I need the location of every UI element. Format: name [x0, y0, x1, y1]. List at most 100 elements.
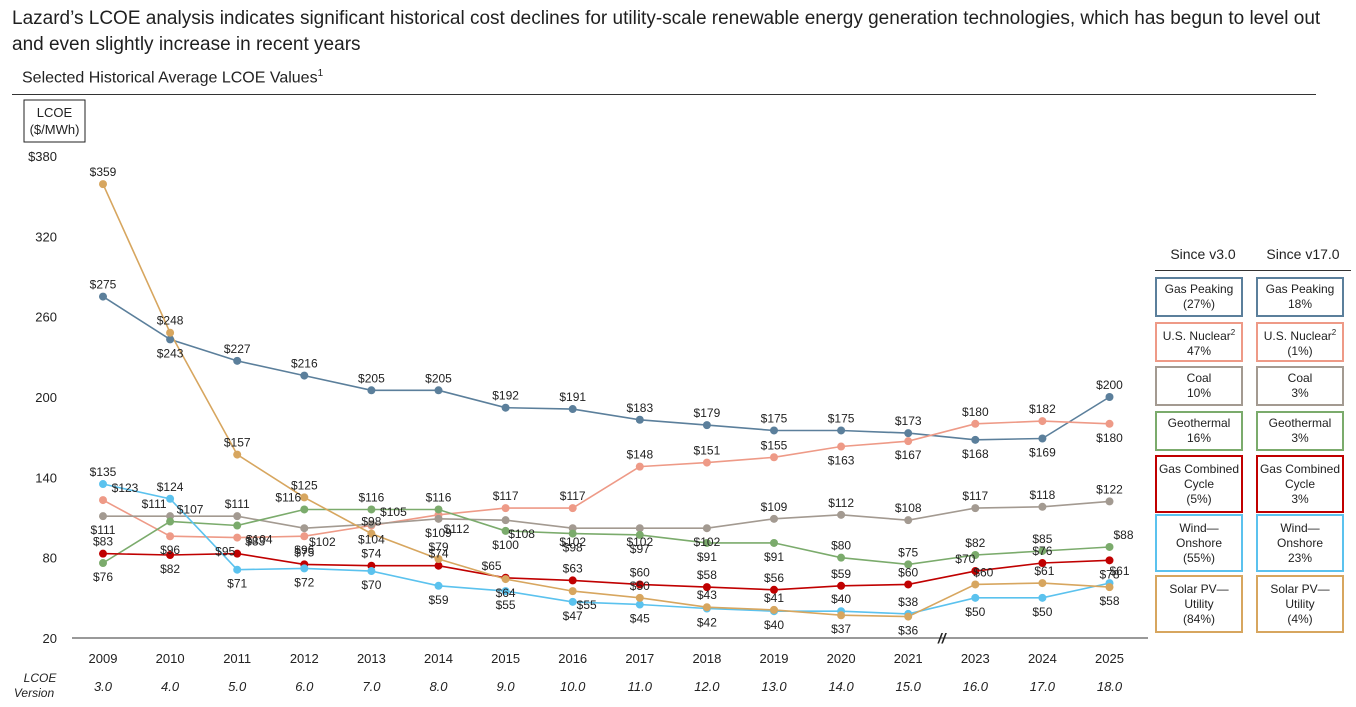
data-point-solar: [166, 328, 175, 337]
data-point-us_nuclear: [568, 504, 577, 513]
data-label-gas_peaking: $205: [358, 371, 385, 385]
data-label-coal: $109: [761, 500, 788, 514]
data-point-coal: [702, 524, 711, 533]
table-cell-us_nuclear-since_v17: U.S. Nuclear2 (1%): [1256, 322, 1344, 362]
data-label-us_nuclear: $151: [694, 444, 721, 458]
table-row-name-text: Onshore: [1175, 535, 1223, 550]
x-tick-label: 2016: [558, 651, 587, 666]
table-row-name: U.S. Nuclear2: [1163, 325, 1235, 344]
data-label-coal: $111: [142, 497, 167, 511]
series-line-gas_peaking: [102, 295, 1110, 441]
data-label-us_nuclear: $96: [160, 543, 180, 557]
data-label-coal: $118: [1029, 488, 1055, 502]
version-tick-label: 5.0: [228, 679, 247, 694]
data-label-geothermal: $91: [697, 550, 717, 564]
table-cell-gas_cc-since_v17: Gas Combined Cycle 3%: [1256, 455, 1344, 513]
table-row-name-text: Wind—: [1179, 520, 1219, 535]
table-cell-wind-since_v17: Wind— Onshore 23%: [1256, 514, 1344, 572]
data-point-solar: [837, 611, 846, 620]
version-tick-label: 15.0: [896, 679, 922, 694]
data-point-us_nuclear: [971, 419, 980, 428]
data-point-us_nuclear: [1105, 419, 1114, 428]
axis-break-marker: //: [937, 630, 948, 646]
data-label-gas_peaking: $169: [1029, 446, 1056, 460]
data-label-solar: $98: [361, 515, 381, 529]
data-label-solar: $37: [831, 622, 851, 636]
data-label-gas_peaking: $205: [425, 371, 452, 385]
data-label-geothermal: $85: [1032, 532, 1052, 546]
data-label-gas_peaking: $175: [828, 411, 855, 425]
data-label-solar: $359: [90, 165, 117, 179]
data-label-geothermal: $116: [275, 490, 301, 504]
version-label-line1: LCOE: [24, 671, 58, 685]
data-label-gas_peaking: $243: [157, 346, 184, 360]
table-row-footnote: 2: [1331, 328, 1337, 337]
data-label-gas_cc: $78: [1099, 567, 1119, 581]
data-point-gas_cc: [568, 576, 577, 585]
data-point-coal: [233, 512, 242, 521]
data-point-coal: [99, 512, 107, 521]
table-row-name-text: Geothermal: [1268, 416, 1332, 430]
y-tick-label: 320: [35, 229, 57, 244]
data-point-coal: [501, 516, 510, 525]
data-point-geothermal: [1105, 542, 1114, 551]
data-label-gas_cc: $60: [630, 565, 650, 579]
data-point-geothermal: [568, 529, 577, 538]
data-label-solar: $125: [291, 478, 318, 492]
data-label-coal: $117: [962, 489, 988, 503]
table-cell-gas_peaking-since_v3: Gas Peaking (27%): [1155, 277, 1243, 317]
data-label-coal: $108: [895, 501, 922, 515]
table-row-name-text: U.S. Nuclear: [1162, 329, 1231, 343]
table-cell-wind-since_v3: Wind— Onshore (55%): [1155, 514, 1243, 572]
version-tick-label: 12.0: [694, 679, 720, 694]
data-point-us_nuclear: [904, 437, 913, 446]
version-tick-label: 7.0: [362, 679, 381, 694]
table-row-value: 18%: [1287, 297, 1313, 311]
table-cell-gas_peaking-since_v17: Gas Peaking 18%: [1256, 277, 1344, 317]
version-tick-label: 10.0: [560, 679, 586, 694]
data-point-coal: [1038, 502, 1047, 511]
table-row-name: Coal: [1288, 371, 1313, 386]
data-point-geothermal: [1038, 546, 1047, 555]
data-label-geothermal: $82: [965, 536, 985, 550]
y-tick-label: $380: [28, 149, 57, 164]
data-label-gas_cc: $63: [563, 561, 583, 575]
table-row-name: Cycle: [1184, 477, 1214, 492]
data-label-gas_peaking: $192: [492, 389, 519, 403]
data-point-coal: [837, 510, 846, 519]
y-tick-label: 80: [43, 551, 57, 566]
data-point-wind: [300, 564, 309, 573]
data-point-geothermal: [501, 526, 510, 535]
data-label-solar: $79: [428, 540, 448, 554]
x-tick-label: 2014: [424, 651, 453, 666]
table-row-name-text: Onshore: [1276, 535, 1324, 550]
data-point-us_nuclear: [770, 453, 778, 462]
data-label-gas_peaking: $191: [559, 390, 586, 404]
data-label-gas_cc: $74: [428, 547, 448, 561]
data-label-gas_cc: $75: [294, 545, 314, 559]
data-label-coal: $102: [309, 535, 336, 549]
data-point-wind: [1038, 593, 1047, 602]
data-label-solar: $64: [496, 586, 516, 600]
series-line-us_nuclear: [102, 420, 1110, 539]
table-row-name: Gas Combined: [1159, 462, 1239, 477]
data-label-coal: $102: [626, 535, 653, 549]
data-point-wind: [233, 565, 242, 574]
data-label-coal: $102: [694, 535, 721, 549]
data-point-gas_cc: [635, 580, 644, 589]
data-label-wind: $50: [965, 605, 985, 619]
data-point-solar: [971, 580, 980, 589]
table-row-name-text: U.S. Nuclear: [1263, 329, 1332, 343]
data-point-wind: [971, 593, 980, 602]
data-point-solar: [99, 180, 107, 189]
y-tick-label: 140: [35, 470, 57, 485]
data-point-geothermal: [367, 505, 376, 514]
version-tick-label: 18.0: [1097, 679, 1123, 694]
table-header-since-v17: Since v17.0: [1266, 246, 1340, 262]
data-label-geothermal: $98: [563, 541, 583, 555]
data-label-wind: $42: [697, 616, 717, 630]
data-label-wind: $47: [563, 609, 583, 623]
x-tick-label: 2010: [156, 651, 185, 666]
table-row-name: Geothermal: [1269, 416, 1332, 431]
data-point-us_nuclear: [233, 533, 242, 542]
